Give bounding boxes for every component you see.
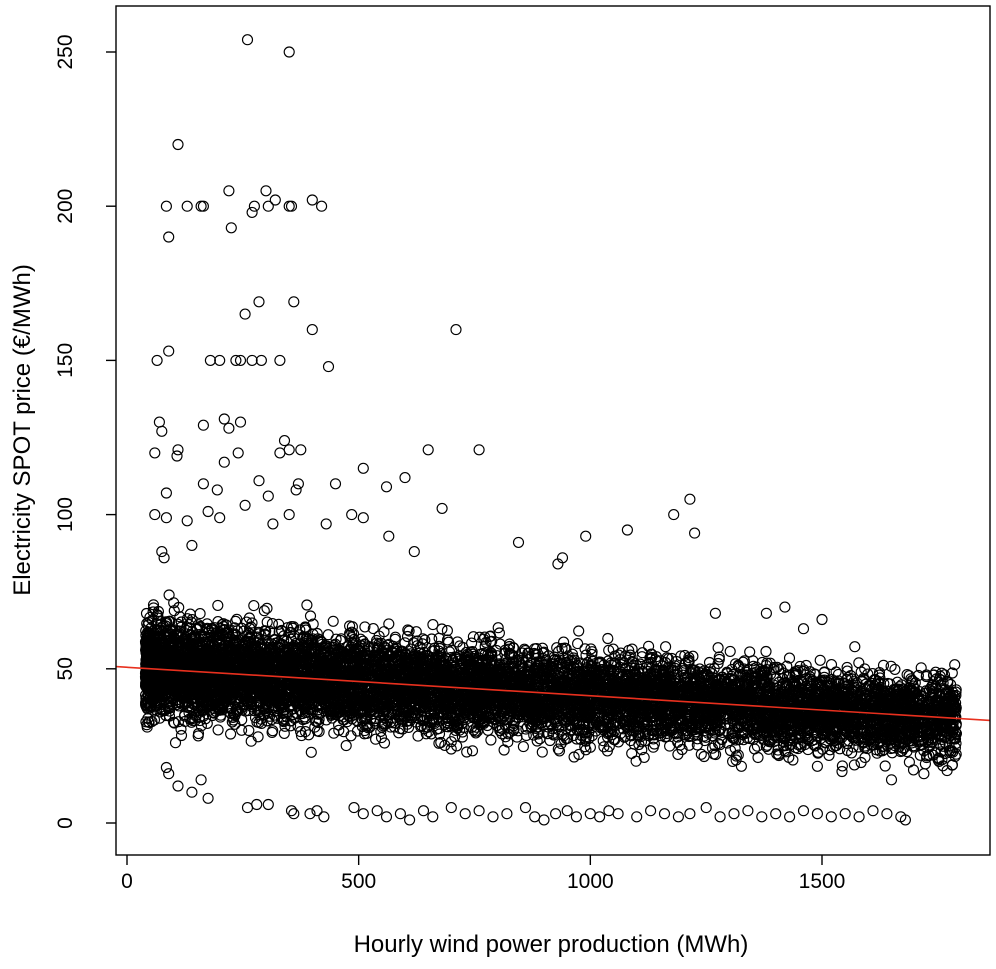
data-point	[601, 745, 613, 757]
data-point	[168, 716, 180, 728]
data-point	[602, 632, 614, 645]
data-point	[760, 645, 772, 658]
data-point	[643, 640, 655, 652]
data-point	[261, 636, 274, 648]
data-point	[662, 653, 674, 665]
points-layer	[139, 34, 962, 826]
data-point	[907, 764, 920, 776]
data-point	[849, 641, 861, 653]
data-point	[346, 626, 358, 638]
data-point	[579, 643, 591, 655]
data-point	[942, 675, 954, 687]
data-point	[915, 662, 927, 674]
data-point	[721, 737, 733, 749]
data-point	[823, 749, 835, 761]
data-point	[879, 760, 891, 772]
data-point	[225, 728, 237, 740]
data-point	[636, 744, 648, 756]
data-point	[375, 725, 387, 737]
data-point	[184, 608, 196, 620]
data-point	[553, 745, 566, 757]
data-point	[633, 738, 645, 751]
data-point	[544, 734, 556, 747]
data-point	[492, 622, 504, 634]
data-point	[248, 600, 260, 612]
data-point	[626, 747, 638, 759]
data-point	[698, 750, 710, 763]
data-point	[169, 737, 182, 749]
data-point	[800, 659, 812, 671]
data-point	[304, 610, 317, 622]
data-point	[174, 611, 186, 623]
data-point	[389, 633, 401, 645]
data-point	[258, 605, 270, 617]
data-point	[792, 738, 804, 751]
data-point	[441, 625, 453, 637]
data-point	[230, 615, 242, 627]
data-point	[695, 748, 707, 760]
data-point	[403, 625, 415, 637]
data-point	[261, 602, 273, 614]
data-point	[201, 717, 213, 729]
data-point	[814, 654, 826, 666]
data-point	[889, 663, 901, 675]
data-point	[836, 765, 848, 778]
data-point	[744, 646, 756, 658]
data-point	[713, 651, 725, 663]
data-point	[212, 599, 224, 611]
data-point	[517, 741, 529, 753]
data-point	[301, 599, 313, 611]
data-point	[714, 739, 726, 751]
data-point	[378, 737, 391, 749]
data-point	[768, 661, 780, 674]
data-point	[626, 643, 638, 655]
data-point	[598, 741, 610, 753]
data-point	[848, 759, 860, 771]
data-point	[367, 623, 379, 635]
data-point	[305, 746, 317, 758]
data-point	[401, 630, 414, 643]
data-point	[212, 724, 224, 736]
data-point	[427, 619, 439, 631]
data-point	[454, 640, 466, 652]
data-point	[825, 659, 838, 671]
data-point	[737, 734, 750, 746]
data-point	[586, 646, 598, 658]
data-point	[445, 743, 457, 755]
data-point	[558, 734, 570, 746]
data-point	[565, 724, 577, 736]
data-point	[175, 723, 187, 735]
data-point	[500, 731, 512, 743]
data-point	[946, 667, 958, 679]
data-point	[345, 730, 357, 742]
data-point	[322, 629, 334, 641]
data-point	[572, 638, 584, 650]
data-point	[299, 726, 311, 738]
data-point	[466, 637, 478, 649]
